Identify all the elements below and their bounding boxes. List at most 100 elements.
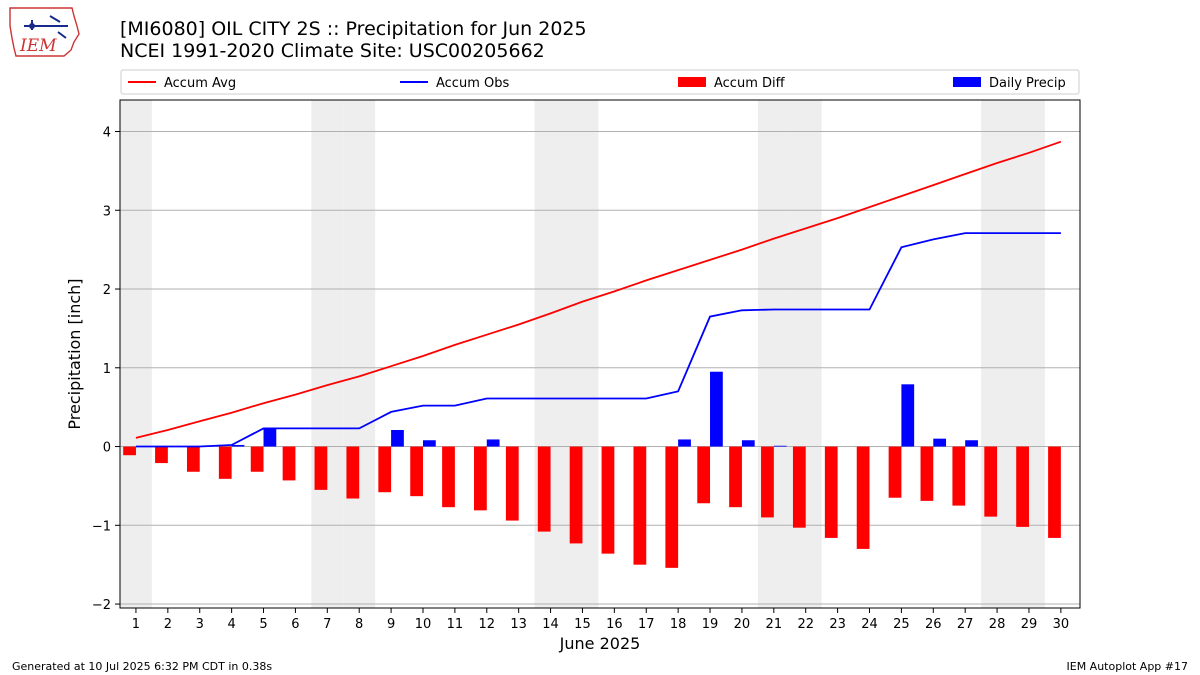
x-tick-label: 17: [638, 617, 655, 632]
x-tick-label: 27: [957, 617, 974, 632]
accum-diff-bar: [729, 446, 742, 508]
daily-precip-bar: [422, 440, 436, 447]
x-tick-label: 14: [542, 617, 559, 632]
lines: [135, 140, 1062, 448]
x-axis-label: June 2025: [559, 634, 641, 653]
daily-precip-bar: [486, 439, 500, 447]
y-axis-label: Precipitation [inch]: [65, 278, 84, 429]
x-tick-label: 18: [670, 617, 687, 632]
x-tick-label: 16: [606, 617, 623, 632]
x-tick-label: 29: [1021, 617, 1038, 632]
accum-avg-line: [135, 140, 1062, 439]
x-tick-label: 26: [925, 617, 942, 632]
legend-label-accum-diff: Accum Diff: [714, 76, 786, 91]
weekend-band: [343, 100, 376, 608]
y-tick-label: 2: [103, 283, 111, 298]
x-tick-label: 24: [861, 617, 878, 632]
accum-diff-bar: [505, 446, 519, 521]
x-tick-label: 6: [291, 617, 299, 632]
daily-precip-bar: [741, 440, 755, 447]
legend-swatch-daily-precip: [953, 77, 981, 87]
accum-diff-bar: [282, 446, 296, 481]
legend-label-daily-precip: Daily Precip: [989, 76, 1066, 91]
x-tick-label: 30: [1053, 617, 1070, 632]
iowa-outline-icon: [9, 7, 80, 57]
x-tick-label: 9: [387, 617, 395, 632]
accum-obs-line: [135, 232, 1061, 448]
x-tick-label: 20: [734, 617, 751, 632]
daily-precip-bar: [933, 438, 947, 447]
x-tick-label: 13: [510, 617, 527, 632]
y-tick-label: 4: [103, 126, 111, 141]
accum-diff-bar: [920, 446, 934, 501]
accum-diff-bar: [410, 446, 423, 497]
x-tick-label: 2: [164, 617, 172, 632]
x-tick-label: 8: [355, 617, 363, 632]
x-tick-label: 11: [447, 617, 464, 632]
x-tick-label: 3: [196, 617, 204, 632]
accum-diff-bar: [569, 446, 583, 544]
footer-app: IEM Autoplot App #17: [1066, 660, 1189, 673]
x-tick-label: 28: [989, 617, 1006, 632]
accum-diff-bar: [856, 446, 870, 549]
accum-diff-bar: [697, 446, 711, 504]
accum-diff-bar: [155, 446, 168, 464]
daily-precip-bar: [678, 439, 691, 447]
station-dot-icon: [29, 23, 35, 29]
accum-diff-bar: [378, 446, 392, 493]
legend-label-accum-avg: Accum Avg: [164, 76, 236, 91]
weekend-bands: [120, 100, 1045, 608]
legend: Accum Avg Accum Obs Accum Diff Daily Precip: [120, 69, 1080, 95]
accum-diff-bar: [474, 446, 487, 511]
footer-generated: Generated at 10 Jul 2025 6:32 PM CDT in …: [12, 660, 273, 673]
iem-logo: IEM: [9, 7, 80, 57]
accum-diff-bar: [123, 446, 136, 456]
accum-diff-bar: [824, 446, 838, 538]
y-tick-label: −2: [92, 598, 111, 613]
accum-diff-bar: [984, 446, 998, 517]
x-tick-label: 10: [415, 617, 432, 632]
x-tick-label: 7: [323, 617, 331, 632]
x-tick-label: 1: [132, 617, 140, 632]
accum-diff-bar: [218, 446, 232, 479]
x-tick-label: 15: [574, 617, 591, 632]
bars: [123, 371, 1061, 568]
y-tick-label: −1: [92, 519, 111, 534]
accum-diff-bar: [537, 446, 551, 532]
accum-diff-bar: [442, 446, 455, 508]
accum-diff-bar: [952, 446, 966, 506]
accum-diff-bar: [250, 446, 264, 472]
grid-lines: [120, 131, 1080, 605]
accum-diff-bar: [1016, 446, 1029, 527]
chart-title: [MI6080] OIL CITY 2S :: Precipitation fo…: [120, 18, 587, 40]
daily-precip-bar: [773, 445, 787, 447]
x-tick-label: 12: [479, 617, 496, 632]
x-tick-label: 25: [893, 617, 910, 632]
accum-diff-bar: [633, 446, 647, 565]
x-tick-label: 22: [797, 617, 814, 632]
chart-subtitle: NCEI 1991-2020 Climate Site: USC00205662: [120, 40, 545, 62]
accum-diff-bar: [792, 446, 806, 528]
daily-precip-bar: [965, 440, 978, 447]
accum-diff-bar: [888, 446, 902, 498]
accum-diff-bar: [186, 446, 200, 472]
weather-symbols-icon: [24, 15, 68, 39]
daily-precip-bar: [901, 384, 915, 447]
accum-diff-bar: [314, 446, 328, 490]
x-tick-label: 23: [829, 617, 846, 632]
weekend-band: [1013, 100, 1045, 608]
precip-chart: Accum Avg Accum Obs Accum Diff Daily Precip…: [65, 69, 1081, 653]
daily-precip-bar: [231, 444, 245, 447]
accum-diff-bar: [601, 446, 615, 554]
x-tick-label: 5: [259, 617, 267, 632]
accum-diff-bar: [665, 446, 679, 568]
daily-precip-bar: [391, 430, 404, 447]
daily-precip-bar: [263, 428, 277, 447]
y-tick-label: 1: [103, 362, 111, 377]
x-tick-label: 19: [702, 617, 719, 632]
accum-diff-bar: [761, 446, 774, 518]
accum-diff-bar: [1048, 446, 1061, 538]
legend-box: [120, 69, 1080, 95]
legend-swatch-accum-diff: [678, 77, 706, 87]
